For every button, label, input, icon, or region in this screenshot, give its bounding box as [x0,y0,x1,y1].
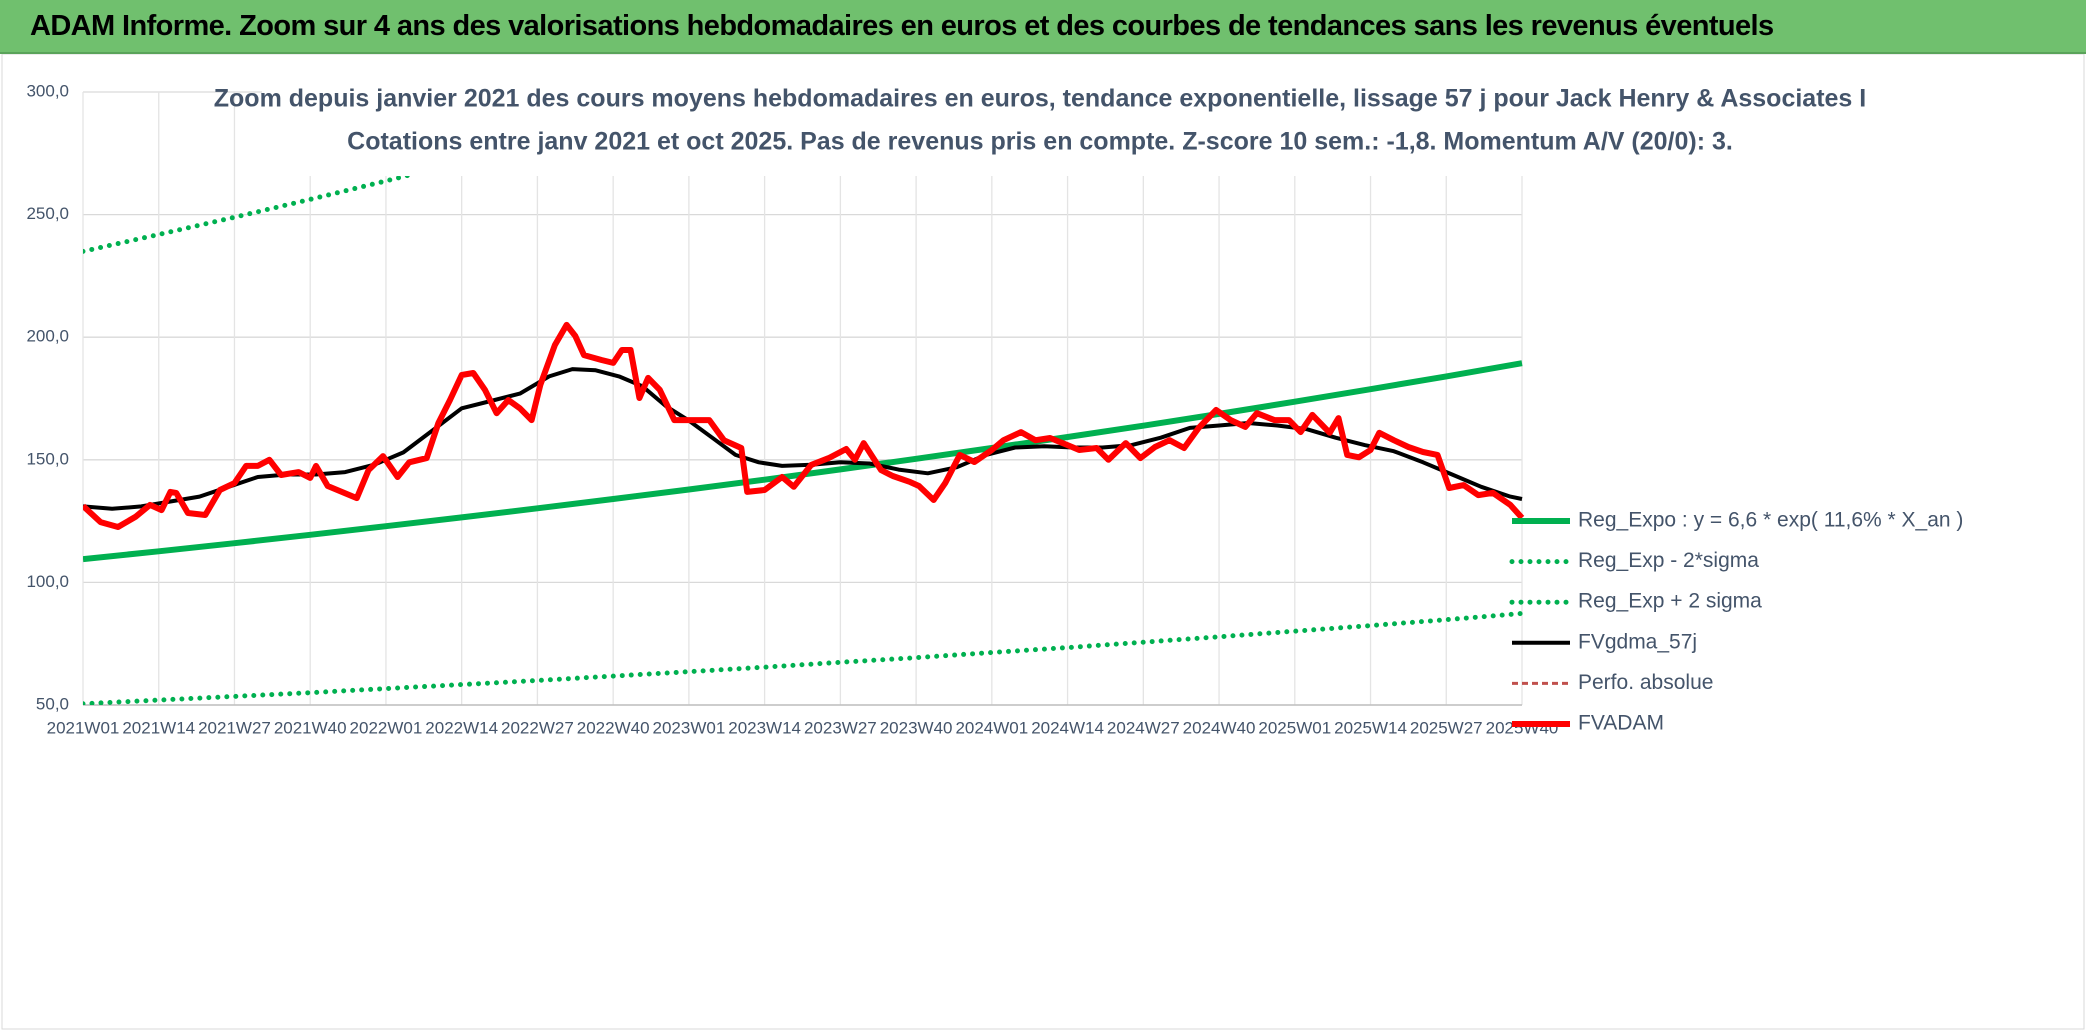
y-tick-label: 250,0 [26,204,69,223]
y-tick-label: 50,0 [36,694,69,713]
x-tick-label: 2025W01 [1258,718,1331,737]
x-tick-label: 2022W27 [501,718,574,737]
header-bar: ADAM Informe. Zoom sur 4 ans des valoris… [0,0,2086,54]
chart-subtitle: Cotations entre janv 2021 et oct 2025. P… [347,128,1733,156]
x-tick-label: 2024W14 [1031,718,1104,737]
x-tick-label: 2021W01 [47,718,120,737]
series-line [83,321,1525,530]
x-tick-label: 2025W27 [1410,718,1483,737]
y-tick-label: 300,0 [26,81,69,100]
x-tick-label: 2024W01 [955,718,1028,737]
header-title: ADAM Informe. Zoom sur 4 ans des valoris… [30,10,1774,42]
title-box [262,76,1817,176]
series-line [83,367,1523,511]
x-tick-label: 2022W14 [425,718,498,737]
x-tick-label: 2023W27 [804,718,877,737]
x-tick-label: 2024W27 [1107,718,1180,737]
legend-label: FVgdma_57j [1578,630,1697,653]
x-tick-label: 2024W40 [1183,718,1256,737]
legend-label: Reg_Exp - 2*sigma [1578,549,1759,572]
x-tick-label: 2021W40 [274,718,347,737]
legend-label: Reg_Expo : y = 6,6 * exp( 11,6% * X_an ) [1578,509,1963,532]
y-tick-label: 100,0 [26,572,69,591]
x-tick-label: 2023W40 [880,718,953,737]
legend-label: FVADAM [1578,712,1664,735]
x-tick-label: 2022W40 [577,718,650,737]
x-tick-label: 2021W27 [198,718,271,737]
x-tick-label: 2023W01 [653,718,726,737]
y-tick-label: 200,0 [26,327,69,346]
series-line [83,360,1523,563]
chart-frame [1,54,2085,1030]
x-tick-label: 2023W14 [728,718,801,737]
series-line [83,611,1525,705]
chart-title: Zoom depuis janvier 2021 des cours moyen… [214,85,1866,113]
y-tick-label: 150,0 [26,449,69,468]
x-tick-label: 2025W14 [1334,718,1407,737]
x-tick-label: 2022W01 [350,718,423,737]
x-tick-label: 2021W14 [122,718,195,737]
legend-label: Perfo. absolue [1578,671,1713,694]
legend-label: Reg_Exp + 2 sigma [1578,590,1762,613]
